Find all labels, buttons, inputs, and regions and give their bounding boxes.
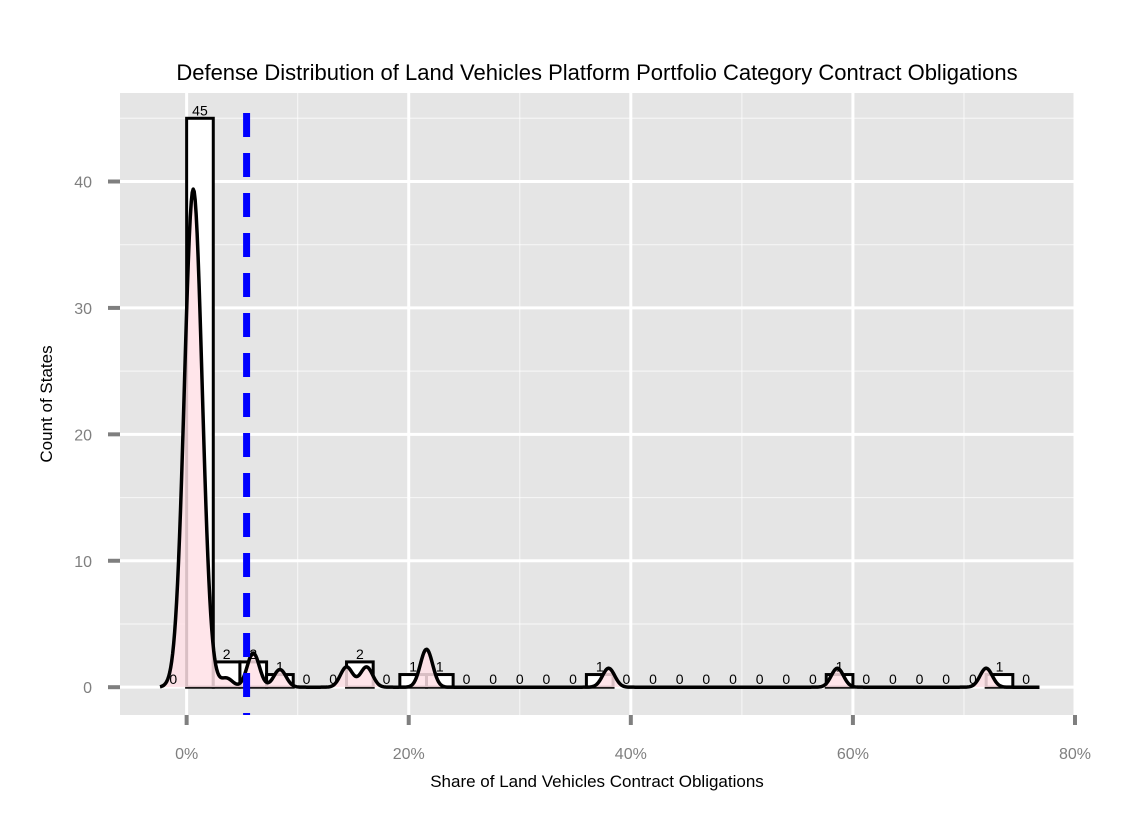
bin-count-label: 0 <box>702 671 710 687</box>
y-tick-label: 20 <box>74 427 92 444</box>
bin-count-label: 0 <box>1022 671 1030 687</box>
bin-count-label: 0 <box>756 671 764 687</box>
y-tick-label: 30 <box>74 301 92 318</box>
y-tick-label: 10 <box>74 554 92 571</box>
bin-count-label: 0 <box>543 671 551 687</box>
bin-count-label: 0 <box>303 671 311 687</box>
x-tick-label: 60% <box>837 746 869 763</box>
x-tick-label: 80% <box>1059 746 1091 763</box>
count-labels: 0 45 2 2 1 0 0 2 0 1 1 0 0 0 0 0 1 0 0 0 0 0 0 0 0 1 0 0 0 0 0 1 0 <box>169 102 1030 687</box>
plot-panel <box>120 93 1075 715</box>
bin-count-label: 1 <box>836 659 844 675</box>
bin-count-label: 2 <box>223 646 231 662</box>
bin-count-label: 0 <box>516 671 524 687</box>
y-tick-label: 0 <box>83 680 92 697</box>
bin-count-label: 0 <box>729 671 737 687</box>
bin-count-label: 0 <box>463 671 471 687</box>
y-axis-title: Count of States <box>37 345 56 462</box>
bin-count-label: 2 <box>356 646 364 662</box>
x-tick-label: 0% <box>175 746 198 763</box>
x-tick-label: 20% <box>393 746 425 763</box>
bin-count-label: 2 <box>249 646 257 662</box>
bin-count-label: 0 <box>676 671 684 687</box>
bin-count-label: 45 <box>192 102 208 118</box>
bin-count-label: 0 <box>916 671 924 687</box>
bin-count-label: 0 <box>169 671 177 687</box>
bin-count-label: 0 <box>569 671 577 687</box>
bin-count-label: 0 <box>649 671 657 687</box>
bin-count-label: 0 <box>862 671 870 687</box>
bin-count-label: 0 <box>782 671 790 687</box>
chart-title: Defense Distribution of Land Vehicles Pl… <box>176 60 1017 85</box>
bin-count-label: 0 <box>889 671 897 687</box>
bin-count-label: 1 <box>596 659 604 675</box>
bin-count-label: 0 <box>942 671 950 687</box>
bin-count-label: 0 <box>329 671 337 687</box>
bin-count-label: 0 <box>383 671 391 687</box>
bin-count-label: 1 <box>996 659 1004 675</box>
bin-count-label: 0 <box>622 671 630 687</box>
y-tick-label: 40 <box>74 174 92 191</box>
bin-count-label: 0 <box>809 671 817 687</box>
density-curve <box>159 187 1041 689</box>
bin-count-label: 1 <box>276 659 284 675</box>
density-line <box>159 187 1041 689</box>
x-tick-label: 40% <box>615 746 647 763</box>
x-axis-title: Share of Land Vehicles Contract Obligati… <box>430 772 764 791</box>
bin-count-label: 1 <box>436 659 444 675</box>
bin-count-label: 0 <box>489 671 497 687</box>
bin-count-label: 1 <box>409 659 417 675</box>
bin-count-label: 0 <box>969 671 977 687</box>
